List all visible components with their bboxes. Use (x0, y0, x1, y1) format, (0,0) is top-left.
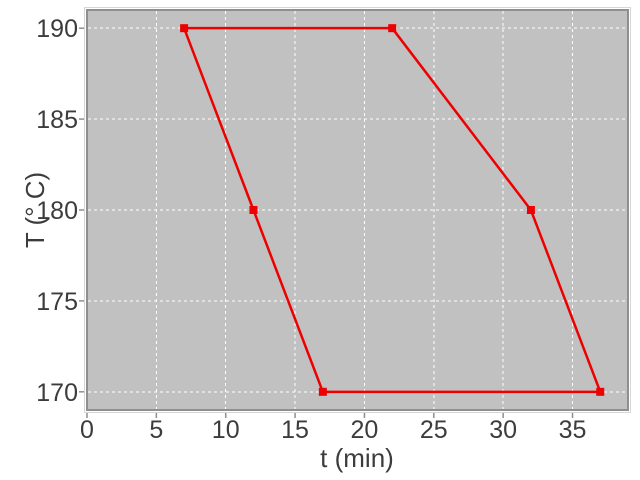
data-point-marker (388, 24, 397, 33)
x-tick-label: 15 (281, 416, 309, 444)
data-point-marker (318, 387, 327, 396)
y-tick-label: 180 (36, 197, 78, 225)
plot-frame-highlight (84, 7, 631, 413)
data-point-marker (180, 24, 189, 33)
x-tick-label: 5 (149, 416, 163, 444)
y-tick-label: 185 (36, 106, 78, 134)
x-tick-label: 10 (212, 416, 240, 444)
x-tick-label: 35 (559, 416, 587, 444)
data-point-marker (596, 387, 605, 396)
x-tick-label: 20 (351, 416, 379, 444)
x-tick-labels: 0 5 10 15 20 25 30 35 (80, 416, 586, 444)
y-tick-label: 170 (36, 379, 78, 407)
x-axis-label: t (min) (320, 443, 394, 473)
axis-ticks (79, 27, 574, 418)
plot-background (87, 10, 628, 410)
data-point-markers (180, 24, 605, 396)
y-tick-label: 175 (36, 288, 78, 316)
gridlines (88, 11, 627, 409)
y-axis-label: T (° C) (20, 172, 50, 248)
x-tick-label: 0 (80, 416, 94, 444)
data-point-marker (249, 206, 258, 214)
y-tick-label: 190 (36, 15, 78, 43)
data-point-marker (526, 206, 535, 214)
y-tick-labels: 170 175 180 185 190 (36, 15, 78, 407)
x-tick-label: 30 (489, 416, 517, 444)
x-tick-label: 25 (420, 416, 448, 444)
plot-frame (86, 9, 629, 411)
